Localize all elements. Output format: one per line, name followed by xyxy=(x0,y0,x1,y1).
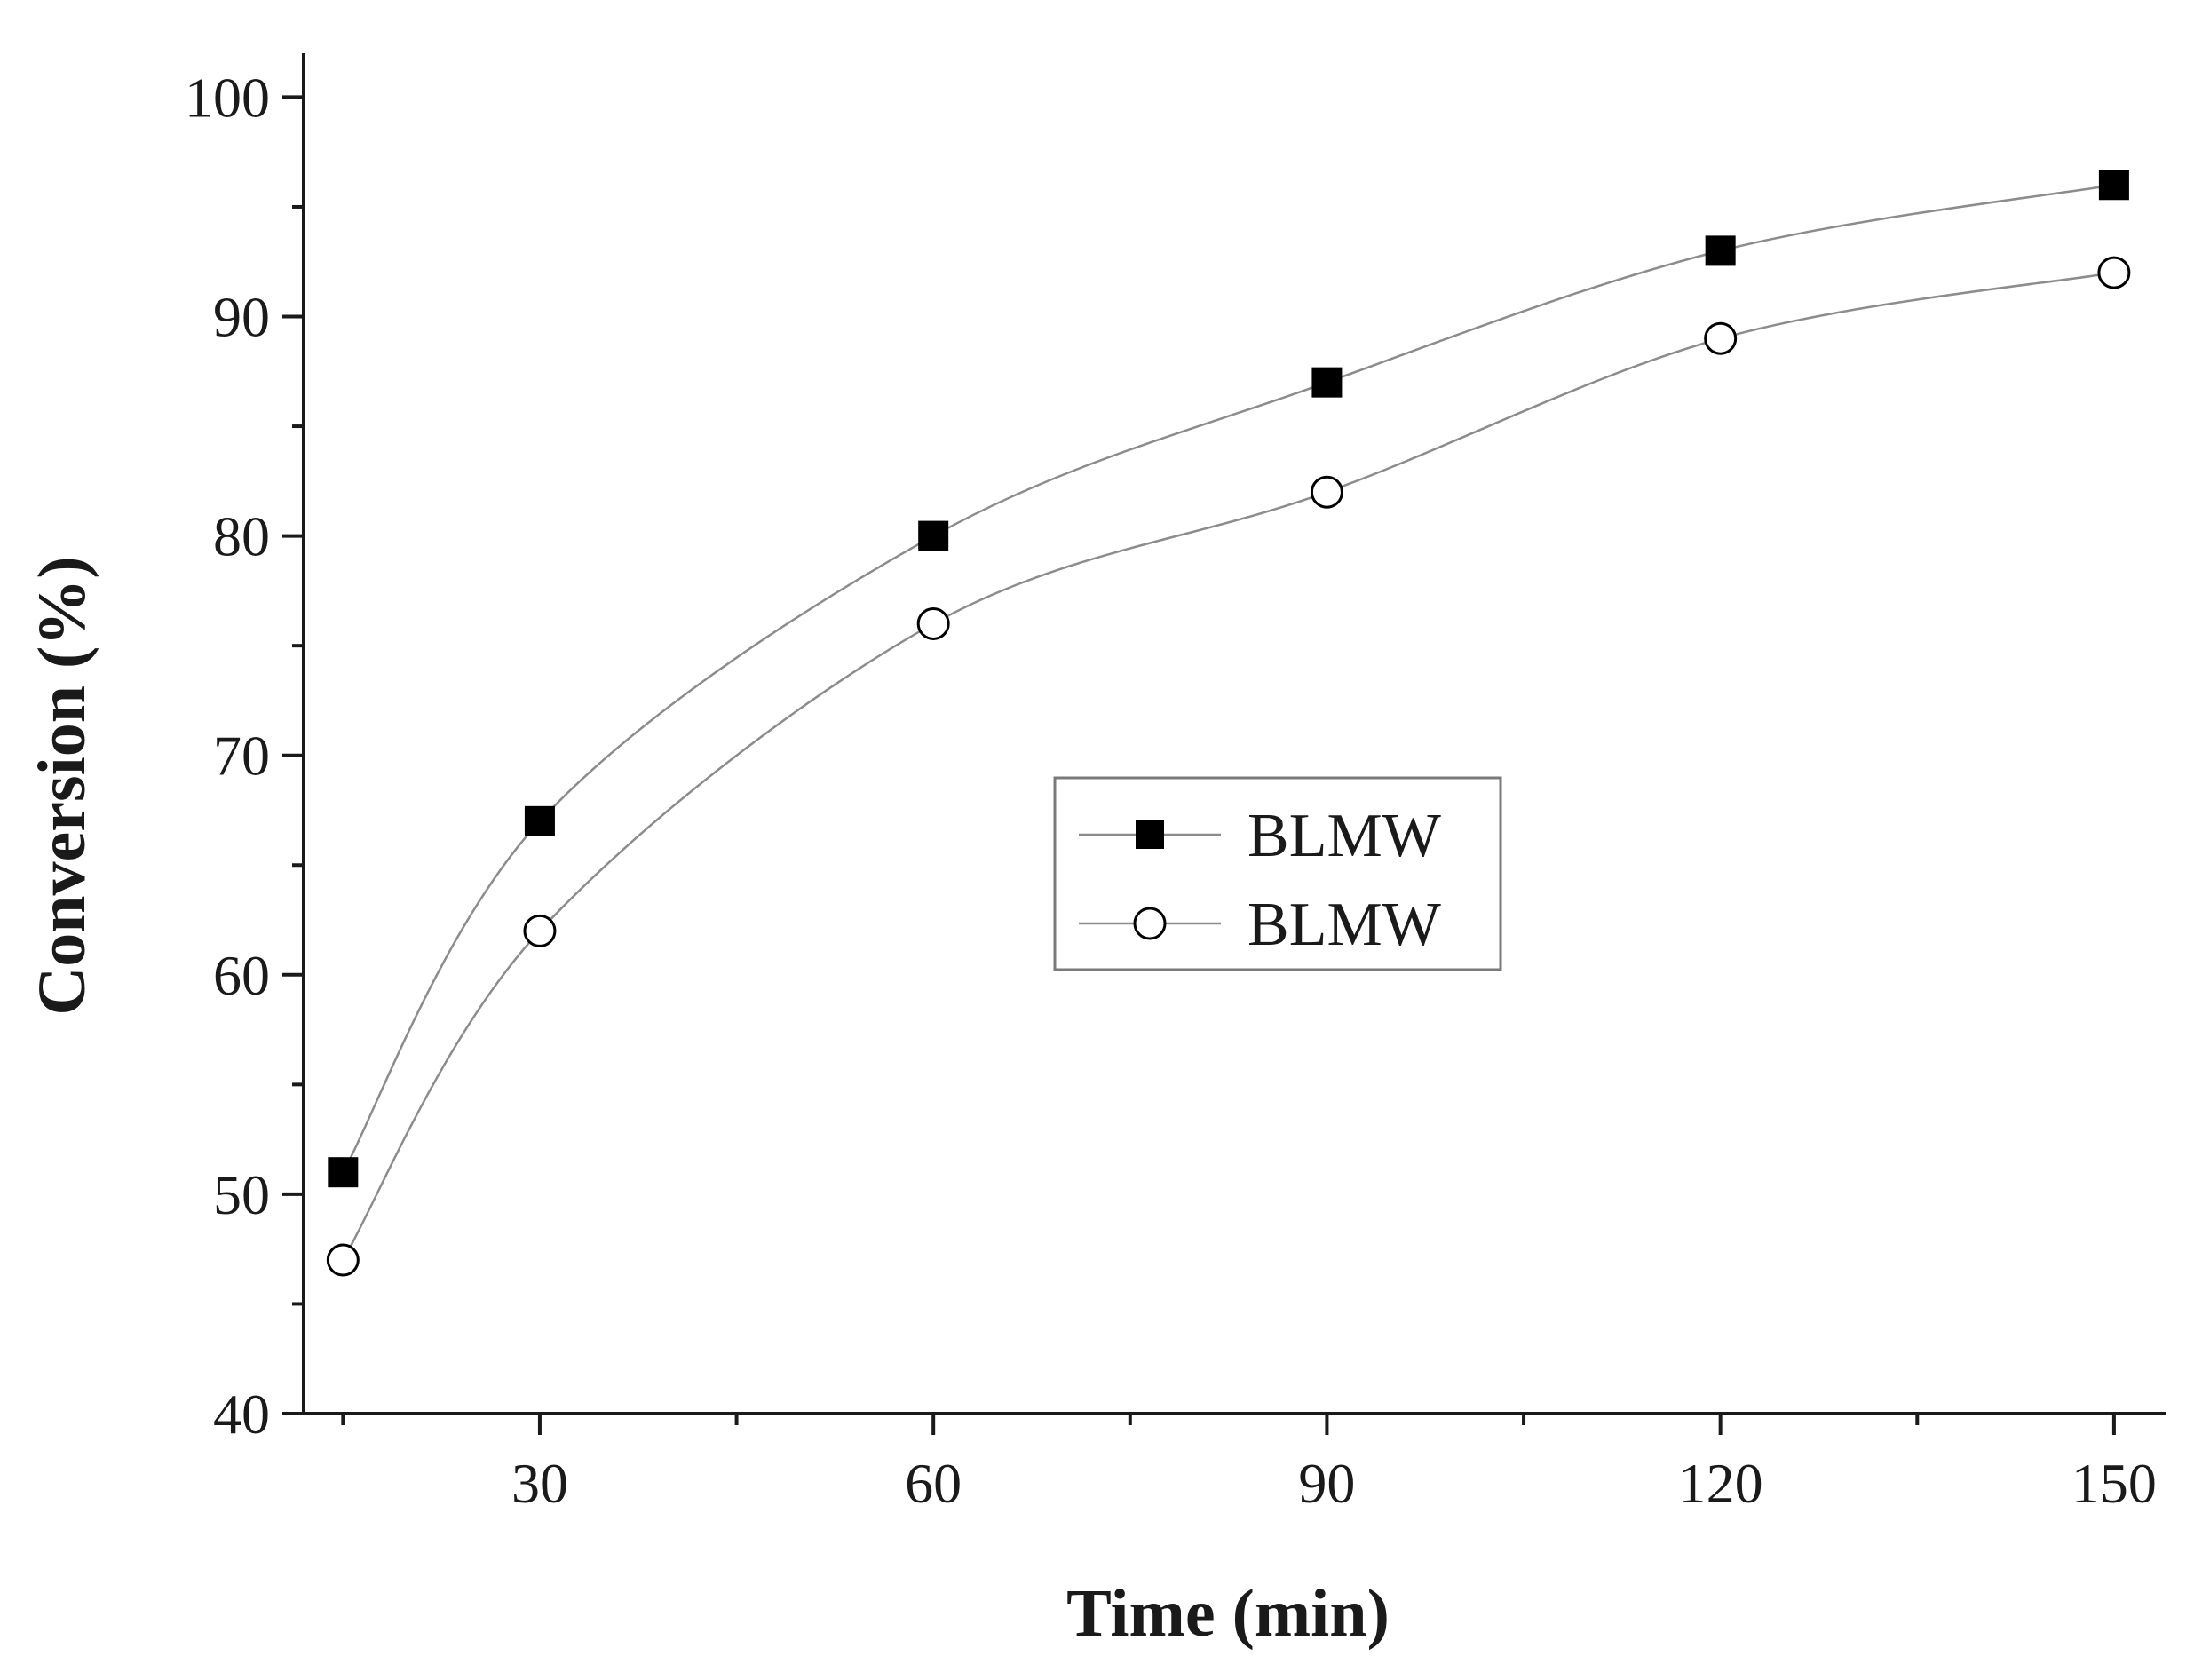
data-point-circle xyxy=(2097,256,2131,289)
y-tick-label: 60 xyxy=(213,944,270,1007)
legend-marker-2 xyxy=(1133,907,1167,940)
x-tick-label: 30 xyxy=(511,1452,568,1515)
x-tick-label: 120 xyxy=(1678,1452,1763,1515)
ticks xyxy=(282,95,2116,1435)
y-tick-label: 70 xyxy=(213,725,270,788)
data-point-circle xyxy=(1704,321,1738,355)
legend-box xyxy=(1053,776,1502,971)
data-point-circle xyxy=(326,1243,360,1277)
data-point-circle xyxy=(523,914,557,947)
legend: BLMW BLMW xyxy=(1053,776,1502,971)
markers xyxy=(326,170,2131,1277)
data-point-square xyxy=(918,520,949,551)
data-point-square xyxy=(1705,235,1736,266)
data-point-square xyxy=(1311,367,1343,398)
data-point-square xyxy=(524,805,555,836)
y-tick-label: 40 xyxy=(213,1383,270,1446)
x-tick-label: 150 xyxy=(2071,1452,2157,1515)
legend-marker-1 xyxy=(1136,820,1164,849)
y-tick-label: 90 xyxy=(213,286,270,349)
y-tick-label: 80 xyxy=(213,505,270,568)
x-tick-label: 90 xyxy=(1298,1452,1355,1515)
tick-labels: 40 50 60 70 80 90 100 30 60 90 120 150 xyxy=(185,66,2157,1515)
y-tick-label: 50 xyxy=(213,1163,270,1226)
series-lines xyxy=(342,184,2115,1261)
y-tick-label: 100 xyxy=(185,66,270,129)
data-point-circle xyxy=(916,606,950,640)
legend-label-2: BLMW xyxy=(1247,891,1441,959)
series-line-2 xyxy=(342,271,2115,1261)
x-axis-title: Time (min) xyxy=(1066,1576,1390,1651)
axes xyxy=(302,53,2166,1415)
series-line-1 xyxy=(342,184,2115,1173)
data-point-circle xyxy=(1310,475,1343,509)
data-point-square xyxy=(2098,170,2129,201)
legend-label-1: BLMW xyxy=(1247,802,1441,870)
x-tick-label: 60 xyxy=(905,1452,962,1515)
data-point-square xyxy=(328,1157,359,1188)
y-axis-title: Conversion (%) xyxy=(25,556,99,1015)
